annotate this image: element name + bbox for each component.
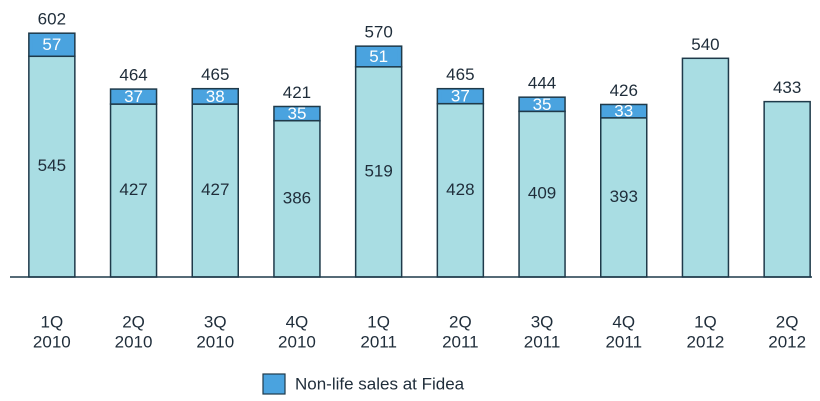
x-tick-label: 4Q <box>286 312 309 331</box>
x-tick-label: 2010 <box>33 332 71 351</box>
total-label: 465 <box>446 65 474 84</box>
segment-label: 386 <box>283 188 311 207</box>
x-tick-label: 2011 <box>605 332 642 351</box>
segment-label: 51 <box>369 47 388 66</box>
total-label: 433 <box>773 78 801 97</box>
segment-inner <box>277 109 316 118</box>
total-label: 465 <box>201 65 229 84</box>
total-label: 464 <box>119 66 147 85</box>
x-tick-label: 2Q <box>122 312 145 331</box>
x-tick-label: 2012 <box>768 332 806 351</box>
total-label: 540 <box>691 35 719 54</box>
segment-inner <box>441 91 480 101</box>
total-label: 570 <box>364 23 392 42</box>
total-label: 444 <box>528 74 556 93</box>
segment-label: 35 <box>287 104 306 123</box>
legend-swatch <box>262 373 286 395</box>
x-tick-label: 2011 <box>524 332 561 351</box>
x-tick-label: 1Q <box>41 312 64 331</box>
total-label: 421 <box>283 83 311 102</box>
segment-label: 35 <box>533 95 552 114</box>
segment-label: 57 <box>42 35 61 54</box>
legend-label: Non-life sales at Fidea <box>295 374 465 393</box>
segment-label: 428 <box>446 180 474 199</box>
segment-label: 519 <box>364 161 392 180</box>
x-tick-label: 2011 <box>442 332 479 351</box>
x-tick-label: 2Q <box>776 312 799 331</box>
segment-inner <box>196 91 235 102</box>
segment-label: 427 <box>201 180 229 199</box>
bar-segment <box>763 100 811 278</box>
segment-label: 37 <box>124 87 143 106</box>
segment-inner <box>604 107 643 115</box>
bar-segment <box>681 57 730 278</box>
x-tick-label: 2010 <box>196 332 234 351</box>
segment-label: 38 <box>206 87 225 106</box>
bar-segment <box>273 119 321 278</box>
segment-label: 393 <box>610 187 638 206</box>
x-tick-label: 2Q <box>449 312 472 331</box>
total-label: 602 <box>38 10 66 29</box>
segment-label: 545 <box>38 156 66 175</box>
segment-label: 427 <box>119 180 147 199</box>
x-tick-label: 2010 <box>115 332 153 351</box>
total-label: 426 <box>610 81 638 100</box>
x-tick-label: 3Q <box>204 312 227 331</box>
x-tick-label: 4Q <box>612 312 635 331</box>
bar-segment <box>109 103 158 278</box>
x-tick-label: 1Q <box>694 312 717 331</box>
bar-segment <box>28 55 76 278</box>
x-tick-label: 3Q <box>531 312 554 331</box>
bar-segment <box>518 110 566 278</box>
x-tick-label: 2012 <box>687 332 725 351</box>
x-tick-label: 2011 <box>360 332 397 351</box>
segment-label: 33 <box>614 102 633 121</box>
segment-inner <box>359 49 398 64</box>
bar-segment <box>191 103 239 278</box>
segment-inner <box>523 100 562 109</box>
segment-label: 409 <box>528 184 556 203</box>
segment-inner <box>114 92 153 102</box>
bar-segment <box>354 66 403 278</box>
x-tick-label: 1Q <box>367 312 390 331</box>
x-tick-label: 2010 <box>278 332 316 351</box>
segment-label: 37 <box>451 87 470 106</box>
segment-inner <box>32 36 71 54</box>
